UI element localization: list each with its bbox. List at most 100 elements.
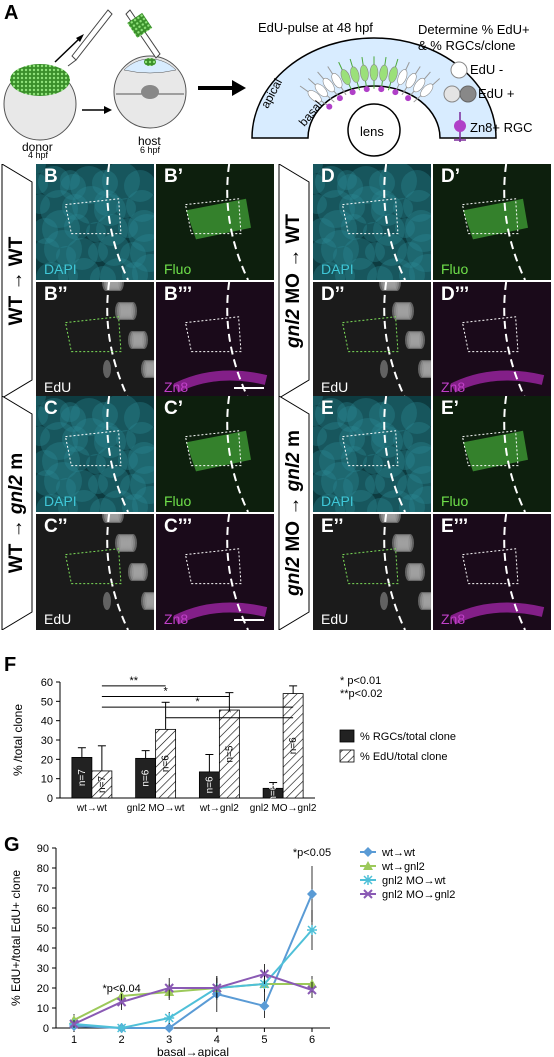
data-point (259, 969, 270, 979)
data-point (164, 1013, 175, 1023)
x-tick-label: gnl2 MO→gnl2 (250, 803, 317, 814)
stain-label: Fluo (164, 261, 192, 277)
legend-zn8: Zn8+ RGC (470, 120, 533, 135)
n-label: n=6 (161, 755, 172, 772)
micrograph-panel: E’ Fluo (433, 396, 551, 512)
data-point (307, 985, 317, 995)
retina-boundary-line (503, 514, 526, 630)
panel-letter: C (44, 398, 58, 419)
micrograph-panel: C’’ EdU (36, 514, 154, 630)
n-label: n=6 (268, 784, 279, 801)
panel-a: A (0, 0, 554, 160)
stain-label: EdU (321, 379, 349, 395)
n-label: n=7 (77, 769, 88, 786)
micrograph-panel: C’ Fluo (156, 396, 274, 512)
x-tick-label: 6 (309, 1034, 315, 1046)
micrograph-panel: D DAPI (313, 164, 431, 280)
n-label: n=5 (224, 745, 235, 762)
panel-letter: D’’’ (441, 284, 470, 305)
stain-label: DAPI (44, 493, 77, 509)
significance-label: * (227, 707, 232, 719)
retina-boundary-line (106, 164, 129, 280)
retina-cell (340, 69, 351, 86)
micrograph-panel: B’ Fluo (156, 164, 274, 280)
host-time: 6 hpf (140, 145, 161, 155)
stain-label: Fluo (441, 493, 469, 509)
row-condition-label: WT → gnl2 m (0, 395, 34, 631)
stain-label: EdU (321, 611, 349, 627)
data-point (116, 997, 127, 1007)
clone-outline (64, 548, 122, 585)
micrograph-panel: E’’’ Zn8 (433, 514, 551, 630)
legend-label: % RGCs/total clone (360, 731, 456, 743)
panel-letter: E’’’ (441, 516, 469, 537)
annotation: *p<0.05 (293, 847, 331, 859)
clone-outline (64, 316, 122, 353)
lens-label: lens (360, 124, 384, 139)
clone-outline (341, 198, 399, 235)
stain-label: EdU (44, 379, 72, 395)
donor-time: 4 hpf (28, 150, 49, 160)
chart-f: 0 10 20 30 40 50 60 % /total clone n=7 n=7 wt→wt n=… (11, 675, 456, 814)
row-condition-part: MO → WT (283, 213, 304, 309)
legend-edu-plus: EdU + (478, 86, 515, 101)
retina-boundary-line (383, 164, 406, 280)
significance-label: * (163, 686, 168, 698)
zn8-rgc-cell (363, 86, 370, 93)
stain-label: DAPI (321, 261, 354, 277)
row-condition-part: gnl2 (283, 308, 304, 349)
series-line (73, 929, 313, 1030)
clone-outline (341, 548, 399, 585)
row-condition-label: gnl2 MO → gnl2 m (277, 395, 311, 631)
data-point (212, 983, 222, 993)
retina-boundary-line (226, 396, 249, 512)
n-label: n=6 (141, 769, 152, 786)
y-tick-label: 10 (41, 774, 53, 786)
x-tick-label: 5 (261, 1034, 267, 1046)
y-tick-label: 60 (41, 677, 53, 689)
panel-letter: E (321, 398, 334, 419)
row-condition-label: WT → WT (0, 163, 34, 399)
y-tick-label: 30 (37, 963, 49, 975)
row-condition-part: gnl2 (283, 452, 304, 492)
legend-swatch (339, 729, 355, 743)
needle-icon (67, 9, 113, 67)
significance-label: ** (129, 675, 138, 687)
legend-label: wt→wt (381, 847, 415, 859)
series-line (73, 972, 313, 1025)
clone-outline (184, 548, 242, 585)
panel-letter: C’’ (44, 516, 68, 537)
retina-cell (314, 83, 328, 98)
y-tick-label: 10 (37, 1003, 49, 1015)
n-label: n=7 (97, 776, 108, 793)
retina-cell (331, 73, 343, 89)
x-tick-label: wt→gnl2 (199, 803, 239, 814)
clone-outline (64, 430, 122, 467)
retina-boundary-line (383, 396, 406, 512)
retina-cell (413, 77, 426, 93)
retina-boundary-line (226, 164, 249, 280)
micrograph-panel: B’’ EdU (36, 282, 154, 398)
significance-legend: **p<0.02 (340, 688, 383, 700)
y-tick-label: 20 (41, 754, 53, 766)
x-tick-label: 4 (214, 1034, 220, 1046)
stain-label: Zn8 (164, 611, 189, 627)
row-condition-part: MO → (283, 491, 304, 557)
stain-label: Fluo (164, 493, 192, 509)
clone-outline (461, 198, 519, 235)
panel-letter: B’’ (44, 284, 68, 305)
panel-letter: C’’’ (164, 516, 193, 537)
panel-a-letter: A (4, 2, 19, 24)
row-condition-part: m (283, 430, 304, 453)
y-tick-label: 0 (47, 793, 53, 805)
data-point (259, 1001, 270, 1011)
micrograph-panel: C’’’ Zn8 (156, 514, 274, 630)
y-tick-label: 70 (37, 883, 49, 895)
row-condition-part: WT → (6, 514, 27, 574)
stain-label: Zn8 (164, 379, 189, 395)
determine-line2: & % RGCs/clone (418, 38, 516, 53)
y-tick-label: 40 (37, 943, 49, 955)
retina-boundary-line (383, 514, 406, 630)
y-axis-label: % EdU+/total EdU+ clone (9, 870, 23, 1006)
micrograph-panel: D’ Fluo (433, 164, 551, 280)
